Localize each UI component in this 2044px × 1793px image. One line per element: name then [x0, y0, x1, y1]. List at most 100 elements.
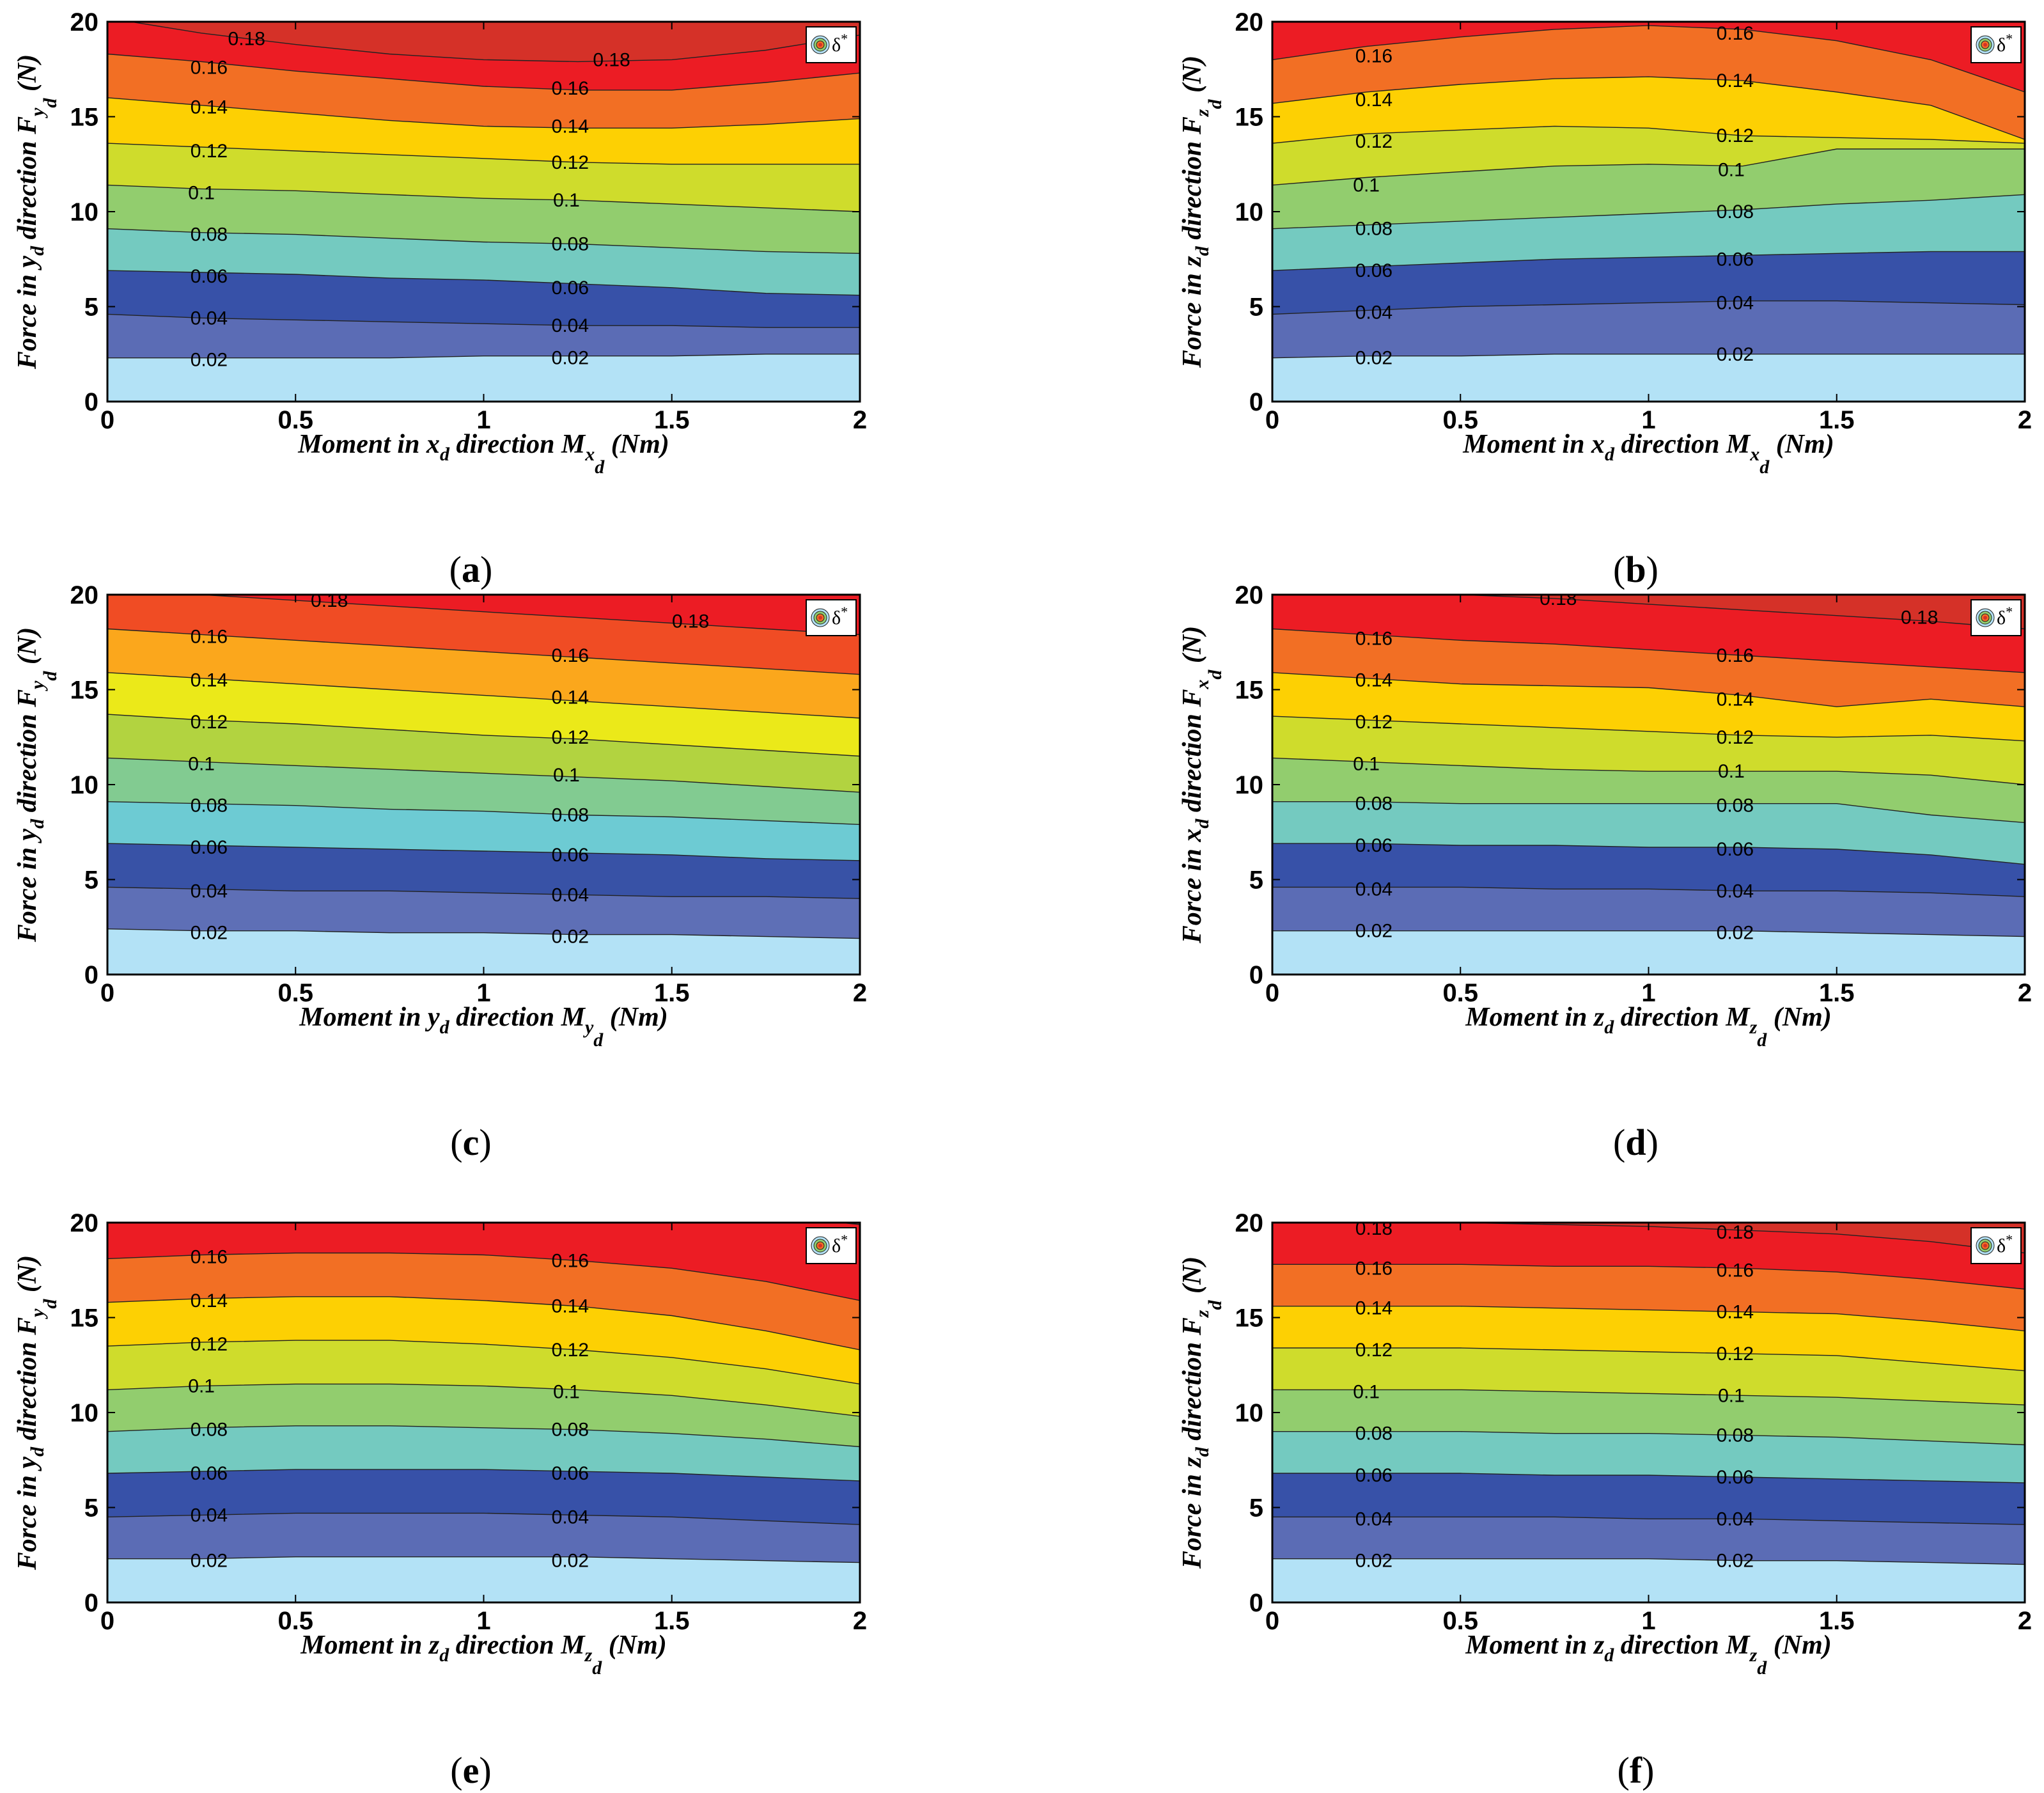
contour-band-1 — [107, 314, 860, 358]
contour-label: 0.08 — [191, 1420, 228, 1441]
contour-line-0.04 — [1272, 1516, 2025, 1525]
contour-label: 0.18 — [672, 611, 709, 632]
contour-band-2 — [1272, 1473, 2025, 1525]
x-tick-label: 0.5 — [277, 979, 313, 1007]
panel-a: 0.02 0.02 0.04 0.04 0.06 0.06 0.08 0.08 0.1 0.1 0.… — [13, 8, 867, 590]
contour-label: 0.06 — [1355, 260, 1393, 281]
legend: δ* — [806, 1227, 857, 1264]
contour-line-0.04 — [1272, 886, 2025, 897]
x-axis-label: Moment in xd direction Mxd (Nm) — [1462, 430, 1834, 478]
contour-label: 0.1 — [1718, 160, 1745, 181]
contour-label: 0.14 — [552, 116, 589, 137]
y-tick-label: 5 — [84, 866, 98, 895]
y-tick-label: 15 — [70, 1304, 99, 1333]
y-tick-label: 0 — [84, 1589, 98, 1617]
contour-line-0.14 — [1272, 76, 2025, 140]
contour-label: 0.14 — [191, 670, 228, 691]
x-axis-label: Moment in yd direction Myd (Nm) — [299, 1003, 668, 1051]
contour-label: 0.02 — [1355, 1551, 1393, 1572]
contour-label: 0.02 — [1355, 921, 1393, 942]
contour-label: 0.18 — [1540, 588, 1577, 609]
contour-label: 0.1 — [553, 190, 580, 211]
contour-label: 0.1 — [1718, 761, 1745, 782]
x-tick-label: 0.5 — [1442, 979, 1478, 1007]
contour-band-3 — [107, 1425, 860, 1481]
contour-band-2 — [107, 843, 860, 899]
y-tick-label: 20 — [70, 581, 99, 609]
legend: δ* — [1970, 1227, 2022, 1264]
y-tick-label: 20 — [70, 1209, 99, 1237]
contour-label: 0.12 — [1355, 1340, 1393, 1361]
contour-label: 0.12 — [191, 712, 228, 733]
contour-band-2 — [107, 270, 860, 328]
contour-label: 0.16 — [1355, 1258, 1393, 1279]
y-tick-label: 20 — [1235, 581, 1264, 609]
contour-label: 0.08 — [1717, 1425, 1754, 1446]
contour-label: 0.04 — [552, 1507, 589, 1528]
y-tick-label: 5 — [1249, 294, 1263, 322]
contour-band-7 — [107, 629, 860, 718]
plot-area: 0.02 0.02 0.04 0.04 0.06 0.06 0.08 0.08 0.1 0.1 0.… — [1272, 0, 2025, 402]
legend: δ* — [1970, 599, 2022, 636]
contour-label: 0.06 — [1355, 1465, 1393, 1486]
contour-line-0.16 — [107, 53, 860, 91]
contour-line-0.12 — [107, 1340, 860, 1385]
contour-label: 0.12 — [552, 727, 589, 748]
contour-line-0.02 — [1272, 354, 2025, 359]
y-tick-label: 5 — [1249, 866, 1263, 895]
contour-label: 0.18 — [228, 29, 265, 50]
contour-band-4 — [107, 185, 860, 254]
contour-label: 0.06 — [191, 266, 228, 287]
contour-label: 0.04 — [1355, 1508, 1393, 1530]
contour-band-0 — [107, 928, 860, 975]
y-tick-label: 20 — [70, 8, 99, 36]
contour-label: 0.04 — [1717, 1508, 1754, 1530]
contour-line-0.16 — [107, 1252, 860, 1301]
contour-line-0.14 — [107, 97, 860, 129]
y-axis-label: Force in zd direction Fzd (N) — [1178, 1257, 1226, 1570]
contour-line-0.02 — [107, 1556, 860, 1563]
contour-label: 0.16 — [1355, 628, 1393, 649]
contour-label: 0.02 — [1355, 348, 1393, 369]
y-tick-label: 5 — [1249, 1494, 1263, 1523]
legend: δ* — [806, 26, 857, 63]
contour-band-1 — [1272, 887, 2025, 937]
x-tick-label: 2 — [2018, 979, 2032, 1007]
panel-caption: (e) — [450, 1750, 491, 1791]
contour-band-0 — [1272, 354, 2025, 402]
contour-band-9 — [1272, 0, 2025, 18]
contour-band-7 — [107, 1253, 860, 1350]
y-tick-label: 0 — [1249, 961, 1263, 989]
contour-label: 0.16 — [191, 57, 228, 78]
contour-band-3 — [1272, 1431, 2025, 1483]
contour-line-0.02 — [107, 928, 860, 939]
contour-legend-icon — [1976, 608, 1995, 627]
contour-label: 0.1 — [1353, 753, 1380, 774]
contour-band-5 — [107, 1340, 860, 1416]
contour-line-0.06 — [1272, 1473, 2025, 1484]
y-tick-label: 15 — [1235, 104, 1264, 132]
contour-line-0.06 — [107, 270, 860, 296]
x-tick-label: 1.5 — [654, 979, 690, 1007]
x-axis-label: Moment in zd direction Mzd (Nm) — [300, 1631, 667, 1679]
legend: δ* — [1970, 26, 2022, 63]
panel-caption: (a) — [449, 549, 493, 590]
contour-line-0.08 — [107, 228, 860, 254]
contour-label: 0.18 — [311, 590, 348, 611]
contour-label: 0.16 — [552, 1250, 589, 1271]
contour-label: 0.08 — [1717, 795, 1754, 817]
contour-line-0.04 — [107, 886, 860, 899]
contour-band-6 — [107, 672, 860, 756]
contour-band-4 — [107, 758, 860, 825]
contour-label: 0.12 — [1355, 131, 1393, 152]
legend-label: δ* — [832, 1232, 848, 1257]
contour-label: 0.12 — [1717, 125, 1754, 146]
panel-c: 0.02 0.02 0.04 0.04 0.06 0.06 0.08 0.08 0.1 0.1 0.… — [13, 581, 867, 1163]
panel-f: 0.02 0.02 0.04 0.04 0.06 0.06 0.08 0.08 0.1 0.1 0.… — [1178, 1209, 2032, 1791]
contour-band-8 — [1272, 595, 2025, 673]
contour-label: 0.12 — [191, 141, 228, 162]
contour-band-6 — [107, 1296, 860, 1384]
contour-line-0.12 — [1272, 125, 2025, 144]
plot-area: 0.02 0.02 0.04 0.04 0.06 0.06 0.08 0.08 0.1 0.1 0.… — [107, 590, 860, 975]
y-tick-label: 10 — [70, 1399, 99, 1427]
